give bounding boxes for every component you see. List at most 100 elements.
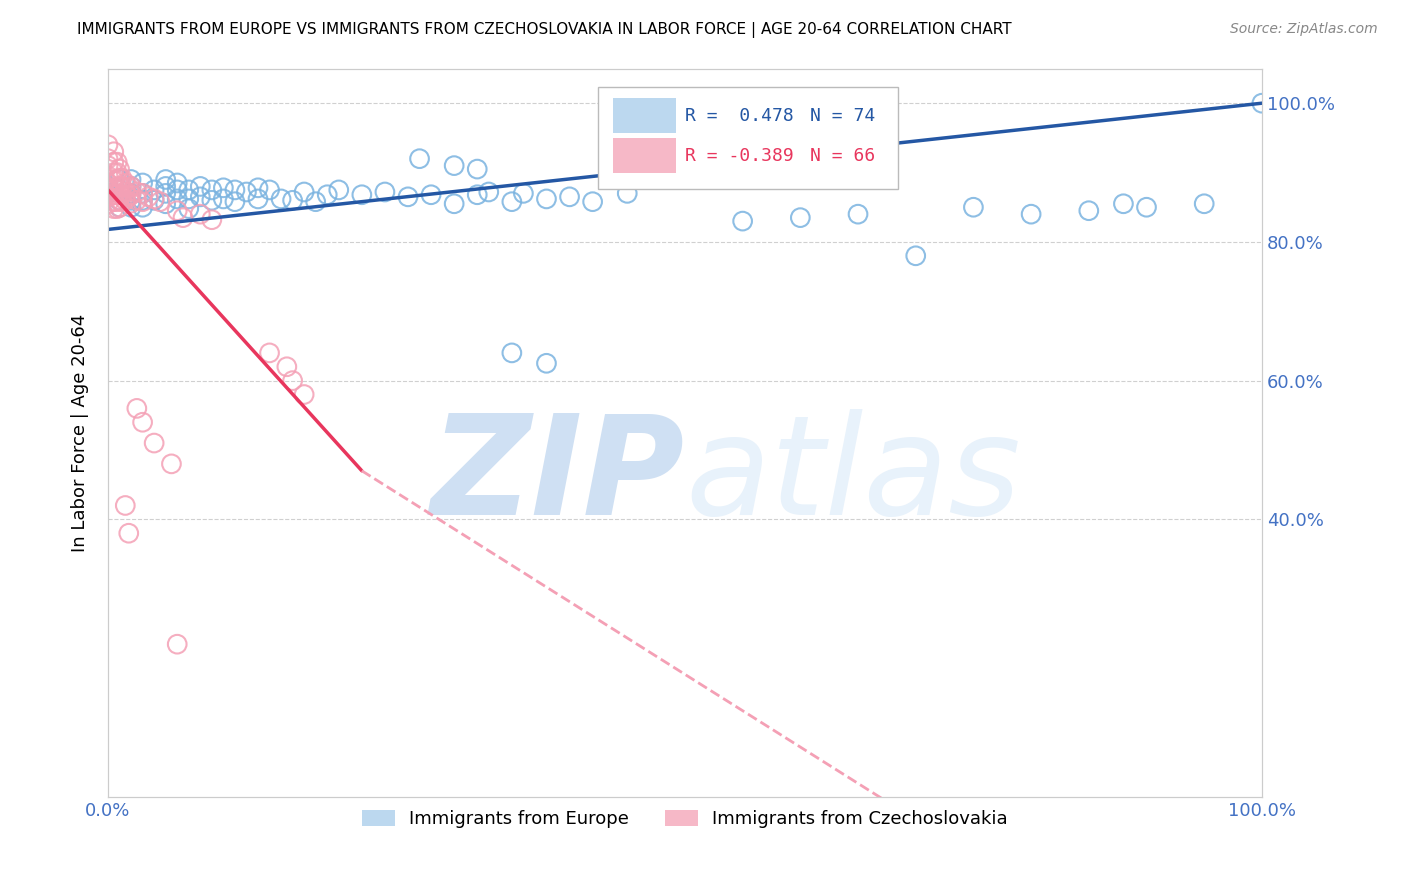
Point: [118, 190, 141, 204]
Point: [131, 186, 153, 201]
Point: [120, 200, 142, 214]
Point: [103, 165, 125, 179]
Point: [962, 200, 984, 214]
Point: [103, 174, 125, 188]
Point: [103, 181, 125, 195]
Point: [166, 183, 188, 197]
Text: R = -0.389: R = -0.389: [685, 147, 794, 165]
Point: [114, 185, 136, 199]
Point: [1077, 203, 1099, 218]
Text: R =  0.478: R = 0.478: [685, 107, 794, 125]
Point: [420, 187, 443, 202]
Point: [155, 179, 177, 194]
Point: [281, 194, 304, 208]
Point: [97, 169, 120, 183]
Point: [731, 214, 754, 228]
Point: [131, 200, 153, 214]
Point: [97, 176, 120, 190]
Point: [201, 194, 224, 208]
Point: [166, 176, 188, 190]
Point: [103, 187, 125, 202]
Point: [120, 179, 142, 194]
Point: [1019, 207, 1042, 221]
Point: [224, 183, 246, 197]
Point: [108, 162, 131, 177]
Point: [188, 190, 211, 204]
Point: [131, 194, 153, 209]
Point: [103, 194, 125, 209]
Point: [114, 176, 136, 190]
Point: [512, 186, 534, 201]
Text: atlas: atlas: [685, 409, 1021, 544]
FancyBboxPatch shape: [599, 87, 898, 189]
Point: [408, 152, 430, 166]
Point: [103, 145, 125, 159]
Point: [131, 186, 153, 201]
Point: [177, 202, 200, 216]
Point: [114, 194, 136, 208]
Point: [108, 171, 131, 186]
Point: [118, 526, 141, 541]
Point: [143, 436, 166, 450]
Text: N = 74: N = 74: [810, 107, 875, 125]
Point: [131, 176, 153, 190]
Point: [246, 192, 269, 206]
Point: [97, 137, 120, 152]
Point: [478, 185, 501, 199]
Point: [143, 194, 166, 208]
Point: [235, 185, 257, 199]
Point: [143, 192, 166, 206]
Point: [177, 192, 200, 206]
Point: [143, 183, 166, 197]
Point: [120, 196, 142, 211]
Point: [160, 457, 183, 471]
Point: [224, 194, 246, 209]
Point: [465, 187, 488, 202]
Point: [616, 186, 638, 201]
Point: [125, 185, 148, 199]
Point: [188, 179, 211, 194]
Point: [212, 181, 235, 195]
Point: [108, 200, 131, 214]
Point: [105, 155, 128, 169]
Point: [259, 346, 281, 360]
Point: [97, 190, 120, 204]
Point: [305, 194, 328, 209]
Point: [149, 194, 172, 209]
Point: [105, 202, 128, 216]
Point: [105, 165, 128, 179]
Point: [166, 637, 188, 651]
Point: [1251, 96, 1274, 111]
Point: [120, 187, 142, 202]
Point: [97, 159, 120, 173]
Point: [103, 202, 125, 216]
Point: [443, 196, 465, 211]
Text: ZIP: ZIP: [430, 409, 685, 544]
Point: [105, 181, 128, 195]
Point: [103, 155, 125, 169]
Point: [114, 499, 136, 513]
FancyBboxPatch shape: [613, 138, 676, 173]
Point: [582, 194, 605, 209]
Point: [120, 172, 142, 186]
Point: [259, 183, 281, 197]
Point: [108, 172, 131, 186]
Point: [111, 179, 134, 194]
Point: [108, 200, 131, 214]
Point: [108, 183, 131, 197]
Point: [789, 211, 811, 225]
Point: [111, 187, 134, 202]
Point: [558, 190, 581, 204]
Point: [536, 192, 558, 206]
Point: [501, 346, 523, 360]
Point: [1112, 196, 1135, 211]
Point: [276, 359, 298, 374]
Point: [201, 212, 224, 227]
Point: [536, 356, 558, 370]
Point: [97, 179, 120, 194]
Point: [328, 183, 350, 197]
Point: [108, 179, 131, 194]
Point: [125, 401, 148, 416]
Point: [443, 159, 465, 173]
Point: [138, 190, 160, 204]
